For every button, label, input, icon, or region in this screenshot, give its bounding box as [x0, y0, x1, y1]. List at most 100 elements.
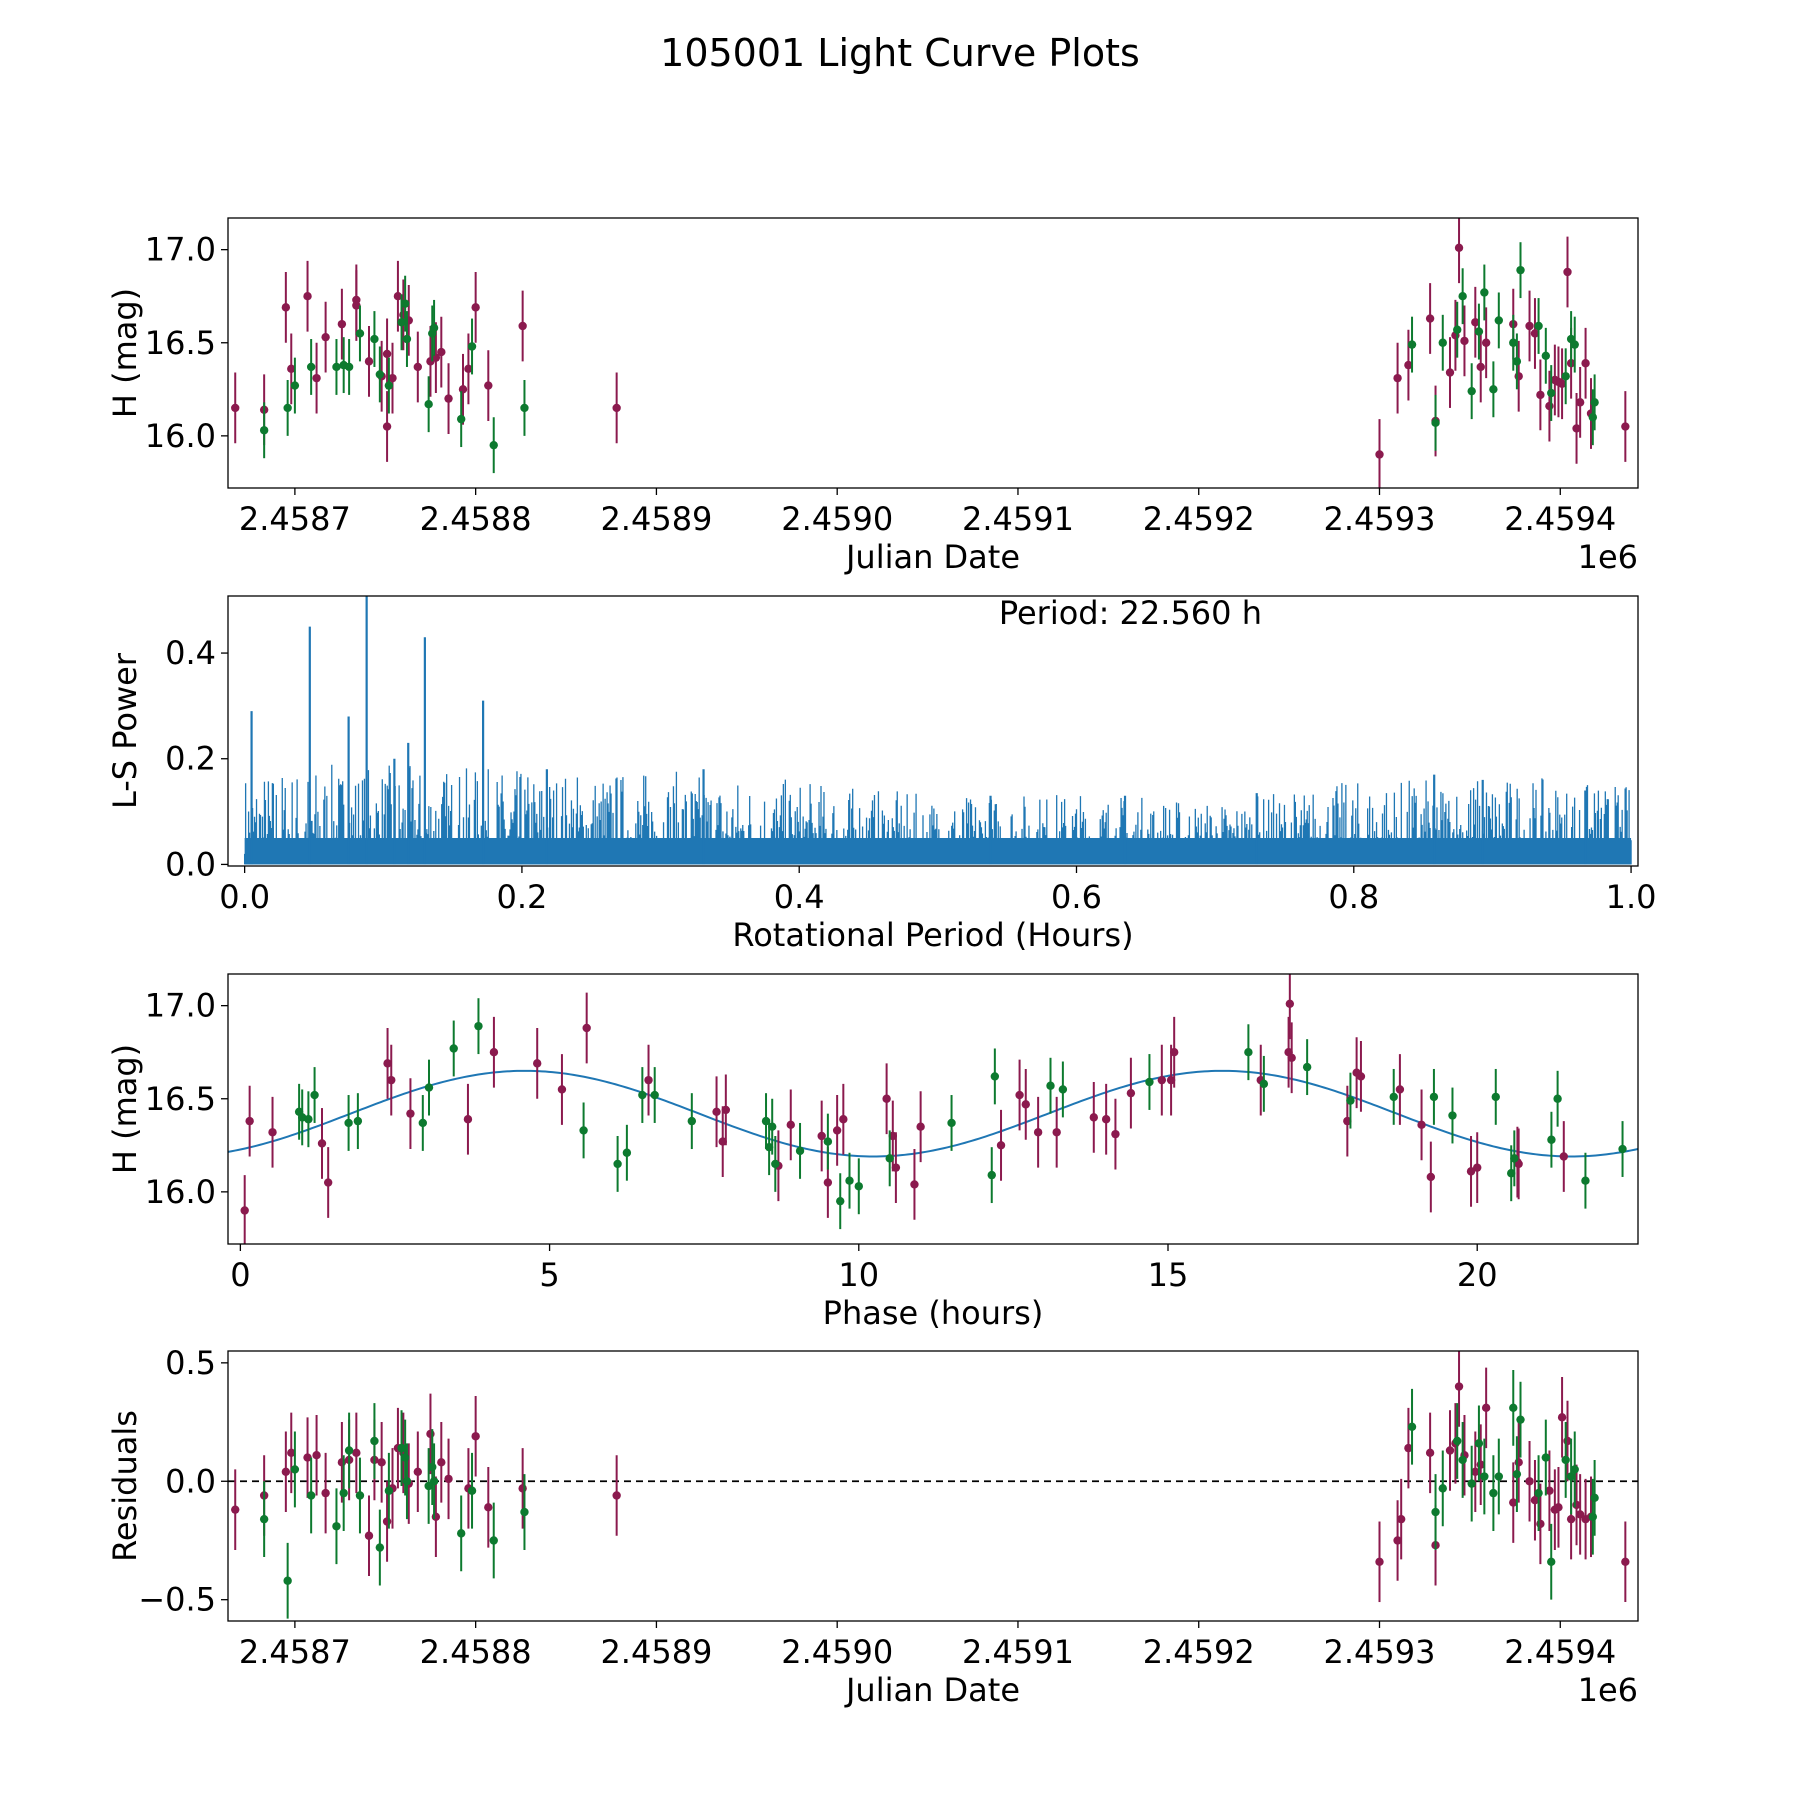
data-point-filter-g: [370, 334, 379, 344]
data-point-filter-r: [387, 1075, 396, 1085]
data-point-filter-r: [1566, 1514, 1576, 1524]
data-point-filter-r: [444, 1474, 453, 1484]
data-point-filter-g: [613, 1159, 622, 1169]
data-point-filter-g: [1588, 413, 1598, 422]
data-point-filter-r: [1525, 321, 1534, 331]
x-tick-label: 2.4594: [1504, 500, 1616, 538]
data-point-filter-r: [1417, 1120, 1426, 1130]
data-point-filter-g: [418, 1118, 428, 1128]
data-point-filter-r: [484, 381, 493, 390]
data-point-filter-r: [1404, 360, 1413, 370]
data-point-filter-r: [317, 1139, 327, 1148]
data-point-filter-r: [364, 1531, 374, 1540]
data-point-filter-g: [845, 1176, 854, 1185]
data-point-filter-r: [996, 1141, 1006, 1150]
x-tick-label: 15: [1148, 1256, 1189, 1294]
axes-frame: [227, 217, 1639, 489]
data-point-filter-r: [240, 1206, 249, 1215]
x-tick-label: 2.4589: [600, 1633, 712, 1671]
data-point-filter-r: [1536, 1519, 1545, 1529]
x-offset-label: 1e6: [1578, 1671, 1638, 1709]
data-point-filter-r: [1287, 1053, 1296, 1062]
data-point-filter-r: [1514, 1458, 1523, 1467]
data-point-filter-g: [355, 1491, 365, 1500]
data-point-filter-r: [312, 373, 321, 383]
data-point-filter-r: [1111, 1129, 1120, 1139]
data-point-filter-r: [1126, 1088, 1136, 1098]
data-point-filter-r: [839, 1115, 848, 1124]
data-point-filter-r: [823, 1178, 833, 1187]
data-point-filter-r: [832, 1126, 842, 1135]
data-point-filter-g: [259, 426, 269, 435]
data-point-filter-g: [1438, 338, 1447, 347]
x-tick-label: 2.4588: [420, 500, 532, 538]
data-point-filter-r: [1454, 243, 1464, 252]
x-tick-label: 2.4588: [420, 1633, 532, 1671]
data-point-filter-g: [1534, 1488, 1543, 1498]
data-point-filter-r: [1033, 1128, 1043, 1137]
data-point-filter-r: [1481, 1403, 1491, 1413]
figure-title: 105001 Light Curve Plots: [660, 31, 1140, 75]
data-point-filter-g: [344, 1118, 353, 1128]
data-point-filter-r: [1393, 373, 1402, 383]
x-tick-label: 0.6: [1051, 878, 1102, 916]
data-point-filter-g: [1467, 386, 1476, 396]
x-tick-label: 0.0: [219, 878, 270, 916]
data-point-filter-r: [1425, 1448, 1435, 1458]
data-point-filter-r: [1396, 1514, 1406, 1524]
data-point-filter-r: [489, 1048, 499, 1057]
data-point-filter-r: [1101, 1115, 1111, 1124]
data-point-filter-g: [579, 1126, 588, 1135]
data-point-filter-r: [321, 332, 330, 342]
data-point-filter-g: [1541, 1453, 1551, 1462]
data-point-filter-r: [1572, 424, 1581, 433]
data-point-filter-r: [383, 1059, 392, 1068]
data-point-filter-g: [429, 1477, 439, 1486]
data-point-filter-r: [882, 1094, 891, 1103]
data-point-filter-g: [771, 1159, 780, 1169]
data-point-filter-g: [290, 1465, 300, 1474]
x-axis-label: Rotational Period (Hours): [732, 916, 1133, 954]
data-point-filter-g: [429, 323, 439, 333]
data-point-filter-g: [1494, 316, 1504, 325]
x-tick-label: 2.4593: [1324, 500, 1436, 538]
data-point-filter-g: [489, 440, 498, 450]
data-point-filter-g: [1458, 292, 1467, 301]
data-point-filter-r: [337, 319, 347, 329]
x-tick-label: 2.4587: [239, 1633, 351, 1671]
data-point-filter-g: [370, 1436, 379, 1446]
y-axis-label: Residuals: [106, 1410, 144, 1562]
data-point-filter-r: [352, 301, 361, 310]
data-point-filter-g: [310, 1090, 319, 1100]
data-point-filter-g: [1510, 1154, 1519, 1163]
data-point-filter-g: [1590, 398, 1599, 407]
x-tick-label: 0.4: [774, 878, 825, 916]
data-point-filter-g: [1570, 1465, 1579, 1474]
data-point-filter-r: [1471, 318, 1480, 327]
data-point-filter-r: [712, 1107, 721, 1116]
x-axis-label: Julian Date: [844, 538, 1020, 576]
data-point-filter-r: [1530, 1496, 1540, 1505]
data-point-filter-g: [1346, 1096, 1355, 1105]
data-point-filter-g: [1541, 351, 1551, 360]
data-point-filter-r: [1471, 1467, 1480, 1476]
data-point-filter-g: [290, 381, 300, 390]
data-point-filter-g: [1512, 1469, 1522, 1479]
data-point-filter-r: [382, 1517, 392, 1526]
y-tick-label: 0.5: [165, 1344, 216, 1382]
data-point-filter-g: [1467, 1479, 1476, 1488]
y-tick-label: 16.0: [145, 1173, 216, 1211]
x-tick-label: 20: [1457, 1256, 1498, 1294]
data-point-filter-r: [1481, 338, 1491, 347]
data-point-filter-r: [644, 1075, 653, 1085]
x-tick-label: 2.4594: [1504, 1633, 1616, 1671]
data-point-filter-r: [337, 1458, 347, 1467]
data-point-filter-g: [1534, 321, 1543, 331]
data-point-filter-g: [650, 1090, 659, 1100]
plot-area: [228, 1351, 1638, 1619]
data-point-filter-r: [1466, 1167, 1476, 1176]
data-point-filter-r: [1536, 390, 1545, 400]
data-point-filter-g: [1547, 1135, 1556, 1144]
axes-frame: [227, 973, 1639, 1245]
data-point-filter-r: [1425, 314, 1435, 323]
